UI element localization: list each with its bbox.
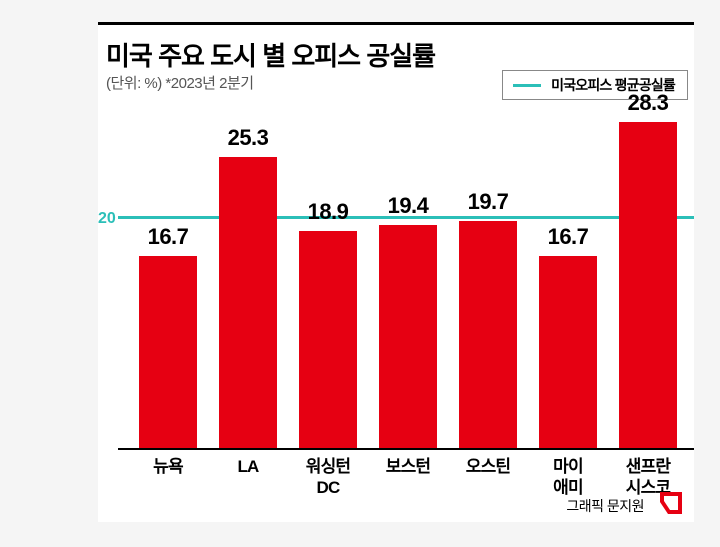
bar-group: 18.9 (288, 199, 368, 450)
chart-container: 미국 주요 도시 별 오피스 공실률 (단위: %) *2023년 2분기 미국… (98, 22, 694, 522)
bar-group: 16.7 (528, 224, 608, 450)
bar (139, 256, 197, 450)
bar-group: 16.7 (128, 224, 208, 450)
x-label: 마이 애미 (528, 456, 608, 499)
chart-title: 미국 주요 도시 별 오피스 공실률 (106, 36, 435, 73)
bar (379, 225, 437, 450)
bar-group: 19.7 (448, 189, 528, 450)
bars: 16.725.318.919.419.716.728.3 (128, 102, 688, 450)
bar (299, 231, 357, 450)
credit: 그래픽 문지원 (566, 496, 644, 516)
x-label: 워싱턴 DC (288, 456, 368, 499)
bar-group: 28.3 (608, 90, 688, 450)
bar-value: 28.3 (628, 90, 669, 116)
reference-label: 20 (98, 210, 116, 228)
bar-value: 19.7 (468, 189, 509, 215)
bar (619, 122, 677, 450)
bar-group: 25.3 (208, 125, 288, 450)
x-label: 오스틴 (448, 456, 528, 499)
bar-value: 18.9 (308, 199, 349, 225)
bar (219, 157, 277, 450)
x-axis (118, 448, 694, 450)
x-label: 보스턴 (368, 456, 448, 499)
x-label: LA (208, 456, 288, 499)
legend-swatch (513, 84, 541, 87)
x-label: 뉴욕 (128, 456, 208, 499)
bar-group: 19.4 (368, 193, 448, 450)
chart-area: 20 16.725.318.919.419.716.728.3 뉴욕LA워싱턴 … (98, 102, 694, 482)
bar-value: 19.4 (388, 193, 429, 219)
top-rule (98, 22, 694, 25)
chart-subtitle: (단위: %) *2023년 2분기 (106, 72, 254, 93)
bar (539, 256, 597, 450)
bar-value: 16.7 (148, 224, 189, 250)
bar-value: 16.7 (548, 224, 589, 250)
logo-icon (656, 488, 686, 518)
bar (459, 221, 517, 450)
x-labels: 뉴욕LA워싱턴 DC보스턴오스틴마이 애미샌프란 시스코 (128, 456, 688, 499)
bar-value: 25.3 (228, 125, 269, 151)
